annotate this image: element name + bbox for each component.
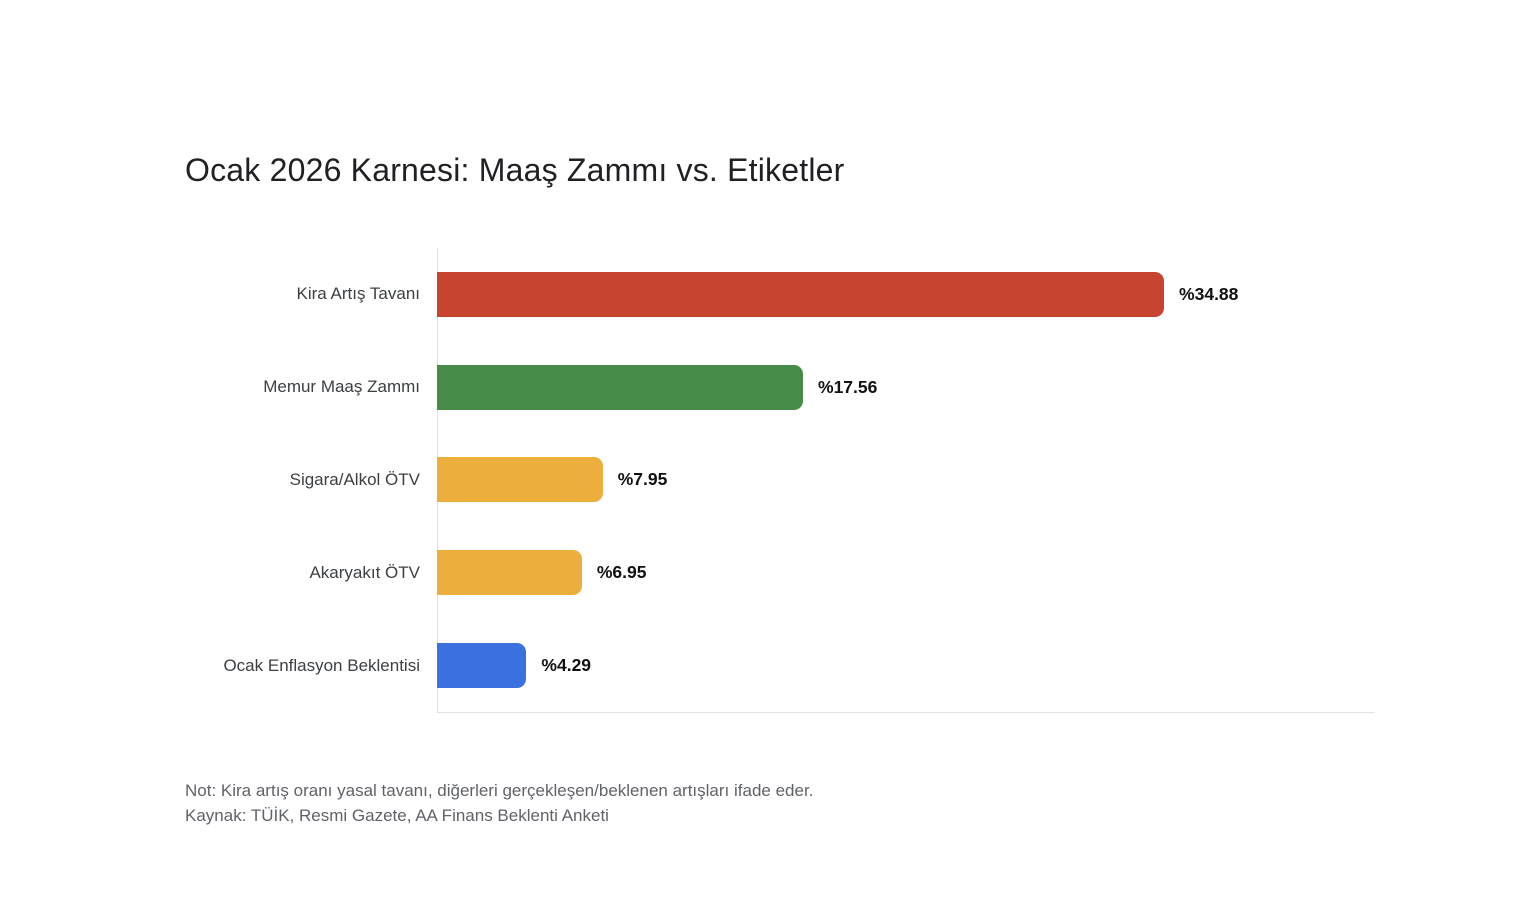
value-label: %4.29 <box>541 655 592 676</box>
bar-track: %17.56 <box>437 341 1375 434</box>
category-label: Ocak Enflasyon Beklentisi <box>223 655 420 675</box>
bar <box>437 271 1165 317</box>
category-label: Kira Artış Tavanı <box>296 284 420 304</box>
category-label: Akaryakıt ÖTV <box>309 562 420 582</box>
bar-track: %7.95 <box>437 434 1375 527</box>
value-label: %6.95 <box>596 562 647 583</box>
chart-rows: Kira Artış Tavanı %34.88 Memur Maaş Zamm… <box>185 248 1375 713</box>
footnote-source: Kaynak: TÜİK, Resmi Gazete, AA Finans Be… <box>185 806 609 825</box>
chart-row: Ocak Enflasyon Beklentisi %4.29 <box>185 619 1375 712</box>
bar <box>437 364 804 410</box>
chart-row: Sigara/Alkol ÖTV %7.95 <box>185 434 1375 527</box>
chart-title: Ocak 2026 Karnesi: Maaş Zammı vs. Etiket… <box>185 152 845 188</box>
chart-row: Kira Artış Tavanı %34.88 <box>185 248 1375 341</box>
footnotes: Not: Kira artış oranı yasal tavanı, diğe… <box>185 778 813 828</box>
footnote-note: Not: Kira artış oranı yasal tavanı, diğe… <box>185 781 814 800</box>
bar-chart: Kira Artış Tavanı %34.88 Memur Maaş Zamm… <box>185 248 1375 713</box>
bar <box>437 457 603 503</box>
bar <box>437 550 582 596</box>
bar-track: %34.88 <box>437 248 1375 341</box>
bar-track: %6.95 <box>437 526 1375 619</box>
value-label: %17.56 <box>818 376 878 397</box>
x-axis-line <box>437 712 1375 713</box>
chart-row: Memur Maaş Zammı %17.56 <box>185 341 1375 434</box>
value-label: %7.95 <box>617 469 668 490</box>
bar <box>437 643 527 689</box>
category-label: Sigara/Alkol ÖTV <box>289 469 420 489</box>
category-label: Memur Maaş Zammı <box>263 377 420 397</box>
value-label: %34.88 <box>1179 283 1239 304</box>
chart-row: Akaryakıt ÖTV %6.95 <box>185 526 1375 619</box>
bar-track: %4.29 <box>437 619 1375 712</box>
